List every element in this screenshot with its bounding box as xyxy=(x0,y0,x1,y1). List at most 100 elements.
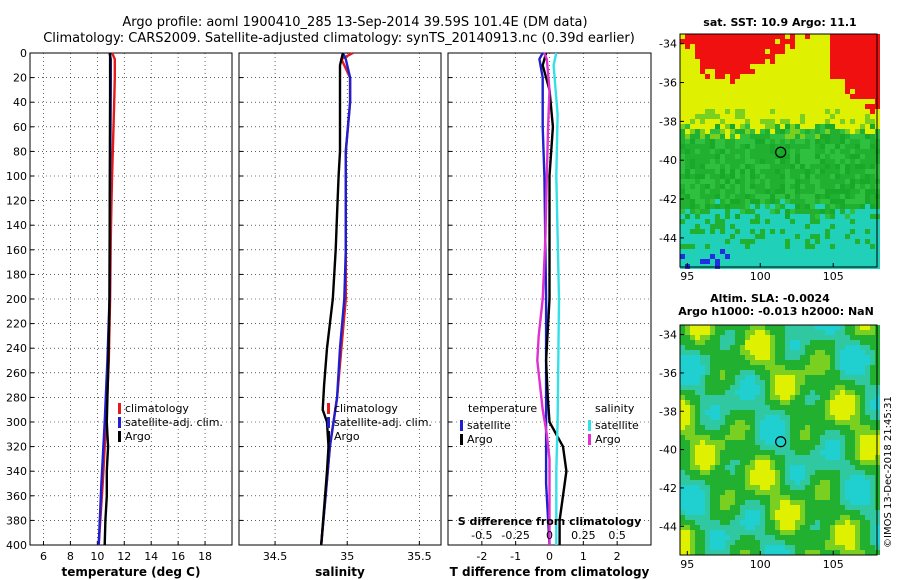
map-cell xyxy=(715,204,720,209)
map-cell xyxy=(795,99,800,104)
map-cell xyxy=(770,515,775,520)
map-cell xyxy=(780,325,785,330)
map-cell xyxy=(835,149,840,154)
map-cell xyxy=(765,390,770,395)
map-cell xyxy=(855,525,860,530)
map-cell xyxy=(735,360,740,365)
map-cell xyxy=(735,174,740,179)
map-cell xyxy=(680,430,685,435)
map-cell xyxy=(695,69,700,74)
map-cell xyxy=(825,259,830,264)
map-cell xyxy=(780,44,785,49)
map-cell xyxy=(710,124,715,129)
map-cell xyxy=(835,325,840,330)
map-cell xyxy=(745,395,750,400)
map-cell xyxy=(685,149,690,154)
map-cell xyxy=(740,204,745,209)
map-cell xyxy=(820,144,825,149)
map-cell xyxy=(745,390,750,395)
map-cell xyxy=(850,259,855,264)
map-cell xyxy=(705,335,710,340)
map-cell xyxy=(705,375,710,380)
map-cell xyxy=(680,445,685,450)
map-cell xyxy=(730,119,735,124)
map-cell xyxy=(750,174,755,179)
map-cell xyxy=(740,410,745,415)
map-cell xyxy=(865,199,870,204)
map-cell xyxy=(735,84,740,89)
map-cell xyxy=(800,510,805,515)
map-cell xyxy=(755,99,760,104)
map-cell xyxy=(720,194,725,199)
map-cell xyxy=(720,510,725,515)
map-cell xyxy=(815,475,820,480)
map-cell xyxy=(735,44,740,49)
map-cell xyxy=(720,460,725,465)
map-cell xyxy=(800,545,805,550)
map-cell xyxy=(725,124,730,129)
map-cell xyxy=(740,49,745,54)
map-cell xyxy=(755,410,760,415)
map-cell xyxy=(785,94,790,99)
map-cell xyxy=(680,365,685,370)
map-cell xyxy=(810,44,815,49)
map-cell xyxy=(700,380,705,385)
map-cell xyxy=(755,44,760,49)
map-cell xyxy=(705,139,710,144)
map-cell xyxy=(775,385,780,390)
map-cell xyxy=(835,415,840,420)
map-cell xyxy=(765,49,770,54)
map-cell xyxy=(695,79,700,84)
map-cell xyxy=(765,129,770,134)
map-cell xyxy=(710,355,715,360)
map-cell xyxy=(730,520,735,525)
map-cell xyxy=(680,114,685,119)
map-cell xyxy=(765,254,770,259)
map-cell xyxy=(755,89,760,94)
map-cell xyxy=(770,465,775,470)
map-cell xyxy=(830,109,835,114)
map-cell xyxy=(870,219,875,224)
map-cell xyxy=(725,335,730,340)
map-cell xyxy=(810,435,815,440)
map-cell xyxy=(740,94,745,99)
map-cell xyxy=(790,44,795,49)
map-cell xyxy=(805,490,810,495)
map-cell xyxy=(760,410,765,415)
map-cell xyxy=(860,545,865,550)
map-cell xyxy=(715,495,720,500)
map-cell xyxy=(870,84,875,89)
map-cell xyxy=(690,74,695,79)
map-cell xyxy=(730,254,735,259)
map-cell xyxy=(810,244,815,249)
map-cell xyxy=(700,525,705,530)
map-cell xyxy=(725,104,730,109)
map-cell xyxy=(780,224,785,229)
sla-map: 95 100 105-34-36-38-40-42-44 xyxy=(659,324,880,571)
map-cell xyxy=(705,360,710,365)
map-cell xyxy=(775,64,780,69)
map-cell xyxy=(810,149,815,154)
map-cell xyxy=(860,370,865,375)
map-cell xyxy=(840,174,845,179)
map-cell xyxy=(705,475,710,480)
map-cell xyxy=(710,360,715,365)
map-cell xyxy=(845,154,850,159)
map-cell xyxy=(845,500,850,505)
map-cell xyxy=(855,249,860,254)
map-cell xyxy=(835,500,840,505)
map-cell xyxy=(785,99,790,104)
map-cell xyxy=(815,259,820,264)
map-cell xyxy=(770,405,775,410)
map-cell xyxy=(710,254,715,259)
map-cell xyxy=(815,154,820,159)
map-cell xyxy=(695,39,700,44)
map-cell xyxy=(770,249,775,254)
map-cell xyxy=(690,129,695,134)
map-cell xyxy=(845,480,850,485)
map-cell xyxy=(855,149,860,154)
map-cell xyxy=(750,179,755,184)
map-cell xyxy=(785,505,790,510)
map-cell xyxy=(865,440,870,445)
map-cell xyxy=(770,505,775,510)
